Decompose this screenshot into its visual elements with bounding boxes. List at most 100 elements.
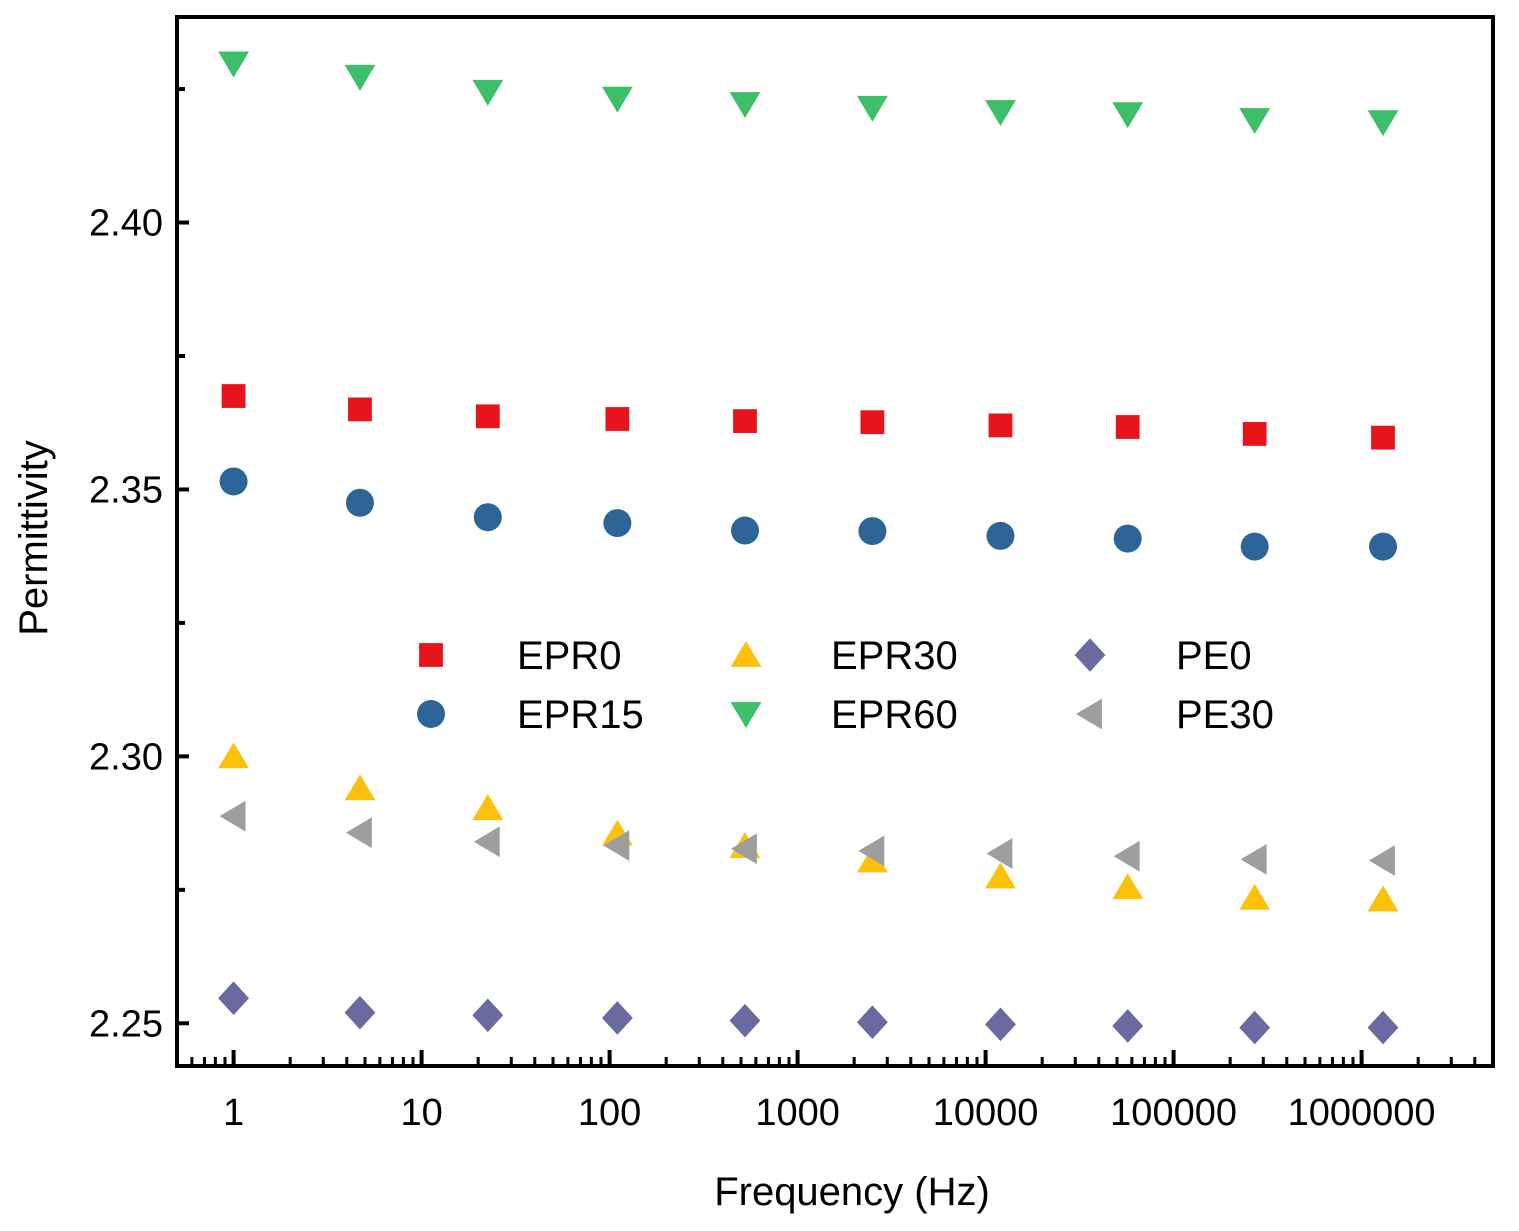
data-point: [1113, 840, 1140, 872]
data-point: [730, 516, 759, 545]
axes-layer: 2.25 2.30 2.35 2.40 1 10 100 1000 10000 100000 100…: [89, 87, 1495, 1134]
x-axis-title: Frequency (Hz): [714, 1170, 990, 1214]
data-point: [730, 833, 757, 865]
data-point: [1240, 532, 1269, 561]
legend: EPR0 EPR15 EPR30 EPR60 PE0 PE30: [417, 634, 1274, 737]
data-point: [475, 404, 500, 429]
series-epr30: [218, 742, 1399, 912]
data-point: [1367, 110, 1399, 137]
data-point: [857, 1005, 888, 1040]
legend-item-pe0: PE0: [1074, 634, 1252, 678]
series-epr60: [218, 51, 1399, 137]
data-point: [1242, 422, 1267, 446]
data-point: [1367, 1010, 1399, 1045]
y-tick-label: 2.35: [89, 469, 163, 511]
legend-label: EPR60: [831, 693, 958, 737]
y-tick-label: 2.40: [89, 203, 163, 245]
data-point: [601, 1001, 633, 1035]
data-point: [1367, 885, 1399, 912]
legend-label: EPR15: [517, 693, 644, 737]
legend-item-epr60: EPR60: [730, 693, 958, 737]
legend-label: PE0: [1176, 634, 1252, 678]
data-point: [1369, 532, 1398, 561]
data-point: [605, 407, 630, 431]
y-tick-label: 2.30: [89, 736, 163, 778]
y-tick-label: 2.25: [89, 1003, 163, 1045]
series-pe30: [219, 800, 1395, 876]
data-point: [1239, 1010, 1271, 1045]
data-point: [857, 95, 888, 122]
data-point: [729, 92, 761, 119]
legend-item-epr0: EPR0: [419, 634, 622, 678]
data-point: [986, 838, 1013, 869]
data-point: [988, 413, 1013, 438]
data-point: [1371, 425, 1395, 450]
data-point: [985, 100, 1016, 127]
data-point: [1239, 883, 1271, 910]
data-point: [1112, 1009, 1144, 1043]
data-point: [858, 835, 885, 867]
legend-marker: [417, 700, 445, 728]
data-point: [601, 86, 633, 113]
legend-label: EPR0: [517, 634, 622, 678]
data-point: [472, 794, 504, 821]
data-point: [345, 817, 372, 849]
data-point: [1240, 844, 1267, 875]
x-tick-label: 1000: [755, 1092, 840, 1134]
x-tick-label: 100: [578, 1092, 641, 1134]
data-point: [472, 79, 504, 106]
data-point: [603, 830, 630, 861]
data-point: [860, 410, 885, 435]
x-tick-label: 1000000: [1288, 1092, 1436, 1134]
plot-layer: [218, 51, 1399, 1045]
y-axis-title: Permittivity: [12, 440, 56, 636]
data-point: [1239, 108, 1271, 135]
legend-marker: [419, 643, 443, 667]
data-point: [1112, 873, 1144, 900]
data-point: [344, 774, 376, 801]
data-point: [729, 1003, 761, 1038]
data-point: [733, 409, 757, 434]
plot-frame: [175, 15, 1495, 1068]
legend-item-epr30: EPR30: [730, 634, 958, 678]
data-point: [858, 517, 887, 546]
data-point: [857, 846, 888, 873]
data-point: [344, 64, 376, 91]
data-point: [344, 995, 376, 1030]
legend-marker: [1076, 698, 1102, 730]
legend-marker: [730, 702, 762, 728]
legend-item-pe30: PE30: [1076, 693, 1274, 737]
data-point: [348, 397, 372, 422]
data-point: [218, 981, 249, 1016]
legend-marker: [1074, 638, 1106, 672]
x-tick-label: 10000: [933, 1092, 1039, 1134]
data-point: [1369, 845, 1395, 876]
legend-label: PE30: [1176, 693, 1274, 737]
data-point: [345, 488, 374, 517]
legend-marker: [730, 641, 762, 667]
x-tick-label: 10: [400, 1092, 442, 1134]
data-point: [219, 467, 248, 496]
series-epr0: [221, 384, 1395, 450]
x-tick-label: 1: [223, 1092, 244, 1134]
data-point: [221, 384, 246, 408]
data-point: [603, 509, 632, 538]
data-point: [986, 521, 1015, 550]
data-point: [473, 826, 500, 858]
data-point: [472, 998, 504, 1033]
series-pe0: [218, 981, 1399, 1045]
data-point: [219, 800, 246, 832]
data-point: [1113, 524, 1142, 553]
series-epr15: [219, 467, 1398, 561]
legend-label: EPR30: [831, 634, 958, 678]
data-point: [218, 51, 249, 78]
legend-item-epr15: EPR15: [417, 693, 644, 737]
data-point: [985, 1007, 1016, 1042]
data-point: [985, 862, 1016, 889]
data-point: [218, 742, 249, 769]
data-point: [1112, 102, 1144, 129]
x-tick-label: 100000: [1110, 1092, 1237, 1134]
data-point: [473, 503, 502, 532]
data-point: [1115, 415, 1140, 439]
